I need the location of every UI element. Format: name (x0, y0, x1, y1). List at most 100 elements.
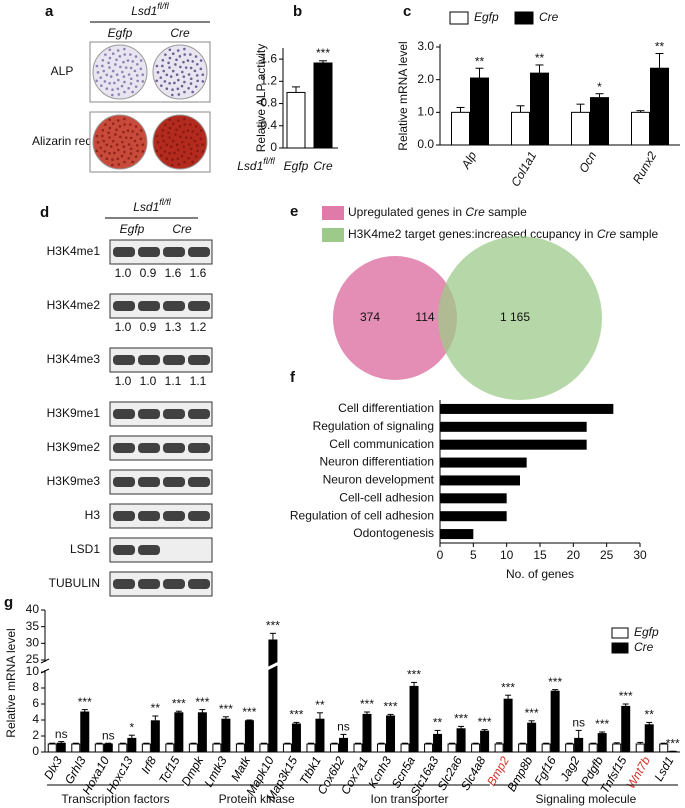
band (188, 443, 210, 453)
stain-dot (165, 143, 169, 147)
stain-dot (107, 131, 110, 135)
y-tick-label: 3.0 (417, 39, 434, 53)
legend-swatch (322, 228, 344, 242)
stain-dot (180, 84, 184, 88)
stain-dot (187, 143, 191, 146)
bar (424, 743, 434, 753)
stain-dot (189, 53, 192, 56)
bar (165, 743, 175, 753)
stain-dot (201, 143, 205, 147)
stain-dot (173, 81, 176, 85)
stain-dot (168, 126, 172, 130)
stain-dot (155, 149, 159, 153)
significance: *** (172, 696, 186, 710)
stain-dot (120, 154, 124, 158)
y-tick-label: 0.4 (260, 118, 277, 132)
stain-dot (141, 80, 145, 83)
bar (480, 730, 490, 753)
stain-dot (196, 79, 199, 83)
stain-dot (116, 119, 120, 122)
stain-dot (187, 73, 191, 76)
column-label: Egfp (120, 222, 145, 236)
significance: ** (475, 54, 485, 68)
legend-label: Cre (539, 10, 559, 24)
row-label: H3K4me3 (47, 352, 101, 366)
panel-label: f (290, 369, 296, 386)
y-tick-label: 35 (26, 619, 40, 633)
stain-dot (165, 157, 169, 161)
y-tick-label: 6 (32, 696, 39, 710)
stain-dot (135, 62, 139, 66)
stain-dot (189, 136, 193, 140)
stain-dot (167, 131, 170, 135)
quantification: 0.9 (140, 266, 157, 280)
bar (150, 720, 160, 753)
bar (433, 733, 443, 753)
stain-dot (165, 73, 169, 77)
y-axis-label: Relative ALP activity (254, 44, 268, 153)
stain-dot (175, 58, 178, 62)
x-tick-label: 5 (470, 548, 477, 562)
stain-dot (118, 55, 122, 58)
bar (47, 743, 57, 753)
stain-dot (199, 129, 203, 132)
stain-dot (111, 158, 114, 162)
legend-part: sample (485, 205, 527, 219)
genotype: Lsd1fl/fl (133, 197, 172, 214)
stain-dot (155, 134, 159, 138)
band (113, 511, 135, 521)
band (113, 409, 135, 419)
y-tick-label: 2 (32, 728, 39, 742)
column-label: Egfp (108, 26, 133, 40)
stain-dot (201, 73, 205, 77)
significance: ns (55, 727, 68, 741)
stain-dot (105, 157, 109, 161)
stain-dot (182, 75, 186, 78)
stain-dot (195, 144, 199, 147)
stain-dot (131, 60, 135, 63)
stain-dot (126, 59, 130, 62)
legend-swatch (514, 11, 534, 25)
quantification: 1.2 (190, 320, 207, 334)
stain-dot (171, 158, 174, 162)
stain-dot (101, 128, 105, 132)
stain-dot (168, 151, 171, 155)
stain-dot (115, 73, 119, 76)
stain-dot (196, 149, 199, 153)
stain-dot (116, 49, 120, 52)
panel-label: c (403, 3, 411, 20)
stain-dot (103, 150, 107, 153)
quantification: 1.0 (115, 320, 132, 334)
band (138, 409, 160, 419)
bar (588, 743, 598, 753)
bar (503, 698, 513, 753)
stain-dot (155, 79, 159, 83)
stain-dot (195, 74, 199, 77)
significance: *** (595, 717, 609, 731)
stain-dot (126, 129, 130, 132)
stain-dot (183, 80, 186, 84)
bar (574, 737, 584, 753)
stain-dot (199, 59, 203, 62)
bar (644, 724, 654, 753)
bar (103, 743, 113, 753)
band (113, 477, 135, 487)
stain-dot (189, 82, 193, 85)
stain-dot (104, 53, 107, 56)
bar (291, 723, 301, 753)
stain-dot (119, 65, 122, 69)
stain-dot (102, 139, 106, 143)
stain-dot (123, 150, 126, 154)
stain-dot (175, 73, 179, 76)
band (138, 247, 160, 257)
significance: ** (433, 716, 443, 730)
stain-dot (95, 79, 99, 83)
band (138, 355, 160, 365)
stain-dot (195, 62, 199, 66)
group-label: Transcription factors (61, 792, 169, 806)
band (163, 443, 185, 453)
stain-dot (161, 64, 164, 68)
stain-dot (189, 123, 192, 126)
x-tick-label: Wnt7b (624, 754, 654, 791)
